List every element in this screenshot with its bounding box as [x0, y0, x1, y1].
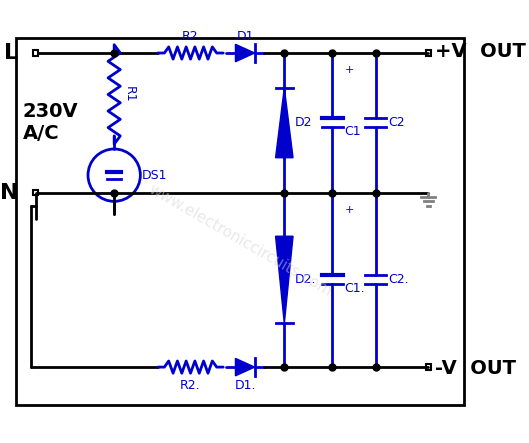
Polygon shape	[235, 358, 254, 376]
Text: +: +	[344, 66, 354, 75]
Text: C2.: C2.	[388, 273, 409, 286]
Text: R2.: R2.	[180, 379, 201, 392]
Text: R2: R2	[182, 30, 199, 43]
Polygon shape	[276, 88, 293, 158]
Bar	[33, 190, 38, 195]
Bar	[426, 51, 431, 56]
Bar	[33, 51, 38, 56]
Text: +V  OUT: +V OUT	[435, 42, 526, 61]
Text: R1: R1	[123, 86, 136, 103]
Polygon shape	[276, 236, 293, 323]
Text: DS1: DS1	[142, 169, 168, 182]
Text: D1.: D1.	[234, 379, 256, 392]
Text: C1.: C1.	[344, 282, 365, 295]
Polygon shape	[235, 44, 254, 62]
Text: L: L	[4, 43, 18, 63]
Bar	[426, 365, 431, 370]
Text: C1: C1	[344, 125, 361, 138]
Text: +: +	[344, 205, 354, 215]
Text: www.electroniccircuits.com: www.electroniccircuits.com	[147, 182, 335, 299]
Text: D1: D1	[236, 30, 254, 43]
Text: D2: D2	[295, 117, 312, 129]
Text: 230V
A/C: 230V A/C	[23, 102, 78, 144]
Text: C2: C2	[388, 117, 405, 129]
Text: -V  OUT: -V OUT	[435, 359, 516, 378]
Text: N: N	[0, 183, 18, 202]
Text: D2.: D2.	[295, 273, 316, 286]
